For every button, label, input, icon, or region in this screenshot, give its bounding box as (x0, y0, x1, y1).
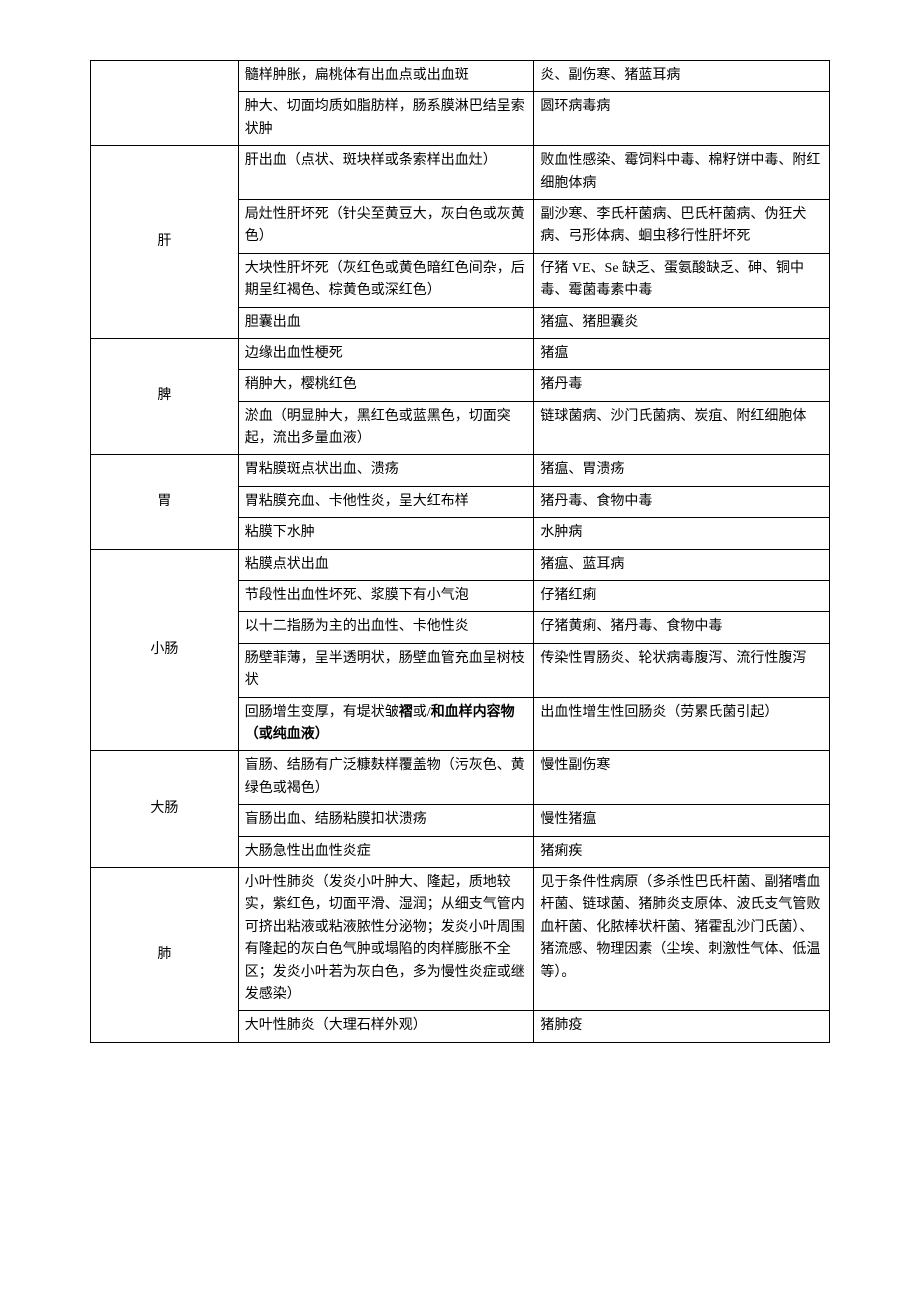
organ-cell: 小肠 (91, 549, 239, 751)
disease-cell: 败血性感染、霉饲料中毒、棉籽饼中毒、附红细胞体病 (534, 146, 830, 200)
finding-cell: 粘膜点状出血 (238, 549, 534, 580)
finding-cell: 肝出血（点状、斑块样或条索样出血灶） (238, 146, 534, 200)
finding-cell: 大块性肝坏死（灰红色或黄色暗红色间杂，后期呈红褐色、棕黄色或深红色） (238, 253, 534, 307)
disease-cell: 炎、副伤寒、猪蓝耳病 (534, 61, 830, 92)
table-row: 髓样肿胀，扁桃体有出血点或出血斑炎、副伤寒、猪蓝耳病 (91, 61, 830, 92)
table-row: 肺小叶性肺炎（发炎小叶肿大、隆起，质地较实，紫红色，切面平滑、湿润；从细支气管内… (91, 867, 830, 1010)
disease-cell: 副沙寒、李氏杆菌病、巴氏杆菌病、伪狂犬病、弓形体病、蛔虫移行性肝坏死 (534, 199, 830, 253)
disease-cell: 猪丹毒 (534, 370, 830, 401)
disease-cell: 圆环病毒病 (534, 92, 830, 146)
finding-cell: 边缘出血性梗死 (238, 338, 534, 369)
disease-cell: 猪瘟 (534, 338, 830, 369)
disease-cell: 猪肺疫 (534, 1011, 830, 1042)
disease-cell: 仔猪红痢 (534, 581, 830, 612)
finding-cell: 盲肠出血、结肠粘膜扣状溃疡 (238, 805, 534, 836)
disease-cell: 猪丹毒、食物中毒 (534, 486, 830, 517)
table-row: 肝肝出血（点状、斑块样或条索样出血灶）败血性感染、霉饲料中毒、棉籽饼中毒、附红细… (91, 146, 830, 200)
pathology-table: 髓样肿胀，扁桃体有出血点或出血斑炎、副伤寒、猪蓝耳病肿大、切面均质如脂肪样，肠系… (90, 60, 830, 1043)
organ-cell (91, 61, 239, 146)
finding-cell: 肿大、切面均质如脂肪样，肠系膜淋巴结呈索状肿 (238, 92, 534, 146)
finding-cell: 回肠增生变厚，有堤状皱褶或/和血样内容物（或纯血液） (238, 697, 534, 751)
disease-cell: 慢性副伤寒 (534, 751, 830, 805)
organ-cell: 胃 (91, 455, 239, 549)
disease-cell: 传染性胃肠炎、轮状病毒腹泻、流行性腹泻 (534, 643, 830, 697)
finding-cell: 大叶性肺炎（大理石样外观） (238, 1011, 534, 1042)
disease-cell: 仔猪 VE、Se 缺乏、蛋氨酸缺乏、砷、铜中毒、霉菌毒素中毒 (534, 253, 830, 307)
organ-cell: 肺 (91, 867, 239, 1042)
table-row: 小肠粘膜点状出血猪瘟、蓝耳病 (91, 549, 830, 580)
finding-cell: 粘膜下水肿 (238, 518, 534, 549)
finding-cell: 胃粘膜充血、卡他性炎，呈大红布样 (238, 486, 534, 517)
finding-cell: 淤血（明显肿大，黑红色或蓝黑色，切面突起，流出多量血液） (238, 401, 534, 455)
disease-cell: 猪瘟、猪胆囊炎 (534, 307, 830, 338)
finding-cell: 以十二指肠为主的出血性、卡他性炎 (238, 612, 534, 643)
finding-cell: 稍肿大，樱桃红色 (238, 370, 534, 401)
disease-cell: 出血性增生性回肠炎（劳累氏菌引起） (534, 697, 830, 751)
disease-cell: 猪痢疾 (534, 836, 830, 867)
table-row: 脾边缘出血性梗死猪瘟 (91, 338, 830, 369)
disease-cell: 猪瘟、胃溃疡 (534, 455, 830, 486)
finding-cell: 髓样肿胀，扁桃体有出血点或出血斑 (238, 61, 534, 92)
finding-cell: 胆囊出血 (238, 307, 534, 338)
organ-cell: 大肠 (91, 751, 239, 868)
finding-cell: 局灶性肝坏死（针尖至黄豆大，灰白色或灰黄色） (238, 199, 534, 253)
finding-cell: 胃粘膜斑点状出血、溃疡 (238, 455, 534, 486)
table-row: 胃胃粘膜斑点状出血、溃疡猪瘟、胃溃疡 (91, 455, 830, 486)
finding-cell: 小叶性肺炎（发炎小叶肿大、隆起，质地较实，紫红色，切面平滑、湿润；从细支气管内可… (238, 867, 534, 1010)
disease-cell: 猪瘟、蓝耳病 (534, 549, 830, 580)
disease-cell: 仔猪黄痢、猪丹毒、食物中毒 (534, 612, 830, 643)
finding-cell: 节段性出血性坏死、浆膜下有小气泡 (238, 581, 534, 612)
finding-cell: 盲肠、结肠有广泛糠麸样覆盖物（污灰色、黄绿色或褐色） (238, 751, 534, 805)
disease-cell: 见于条件性病原（多杀性巴氏杆菌、副猪嗜血杆菌、链球菌、猪肺炎支原体、波氏支气管败… (534, 867, 830, 1010)
disease-cell: 慢性猪瘟 (534, 805, 830, 836)
table-row: 大肠盲肠、结肠有广泛糠麸样覆盖物（污灰色、黄绿色或褐色）慢性副伤寒 (91, 751, 830, 805)
table-body: 髓样肿胀，扁桃体有出血点或出血斑炎、副伤寒、猪蓝耳病肿大、切面均质如脂肪样，肠系… (91, 61, 830, 1043)
disease-cell: 水肿病 (534, 518, 830, 549)
disease-cell: 链球菌病、沙门氏菌病、炭疽、附红细胞体 (534, 401, 830, 455)
organ-cell: 脾 (91, 338, 239, 455)
finding-cell: 肠壁菲薄，呈半透明状，肠壁血管充血呈树枝状 (238, 643, 534, 697)
finding-cell: 大肠急性出血性炎症 (238, 836, 534, 867)
organ-cell: 肝 (91, 146, 239, 339)
